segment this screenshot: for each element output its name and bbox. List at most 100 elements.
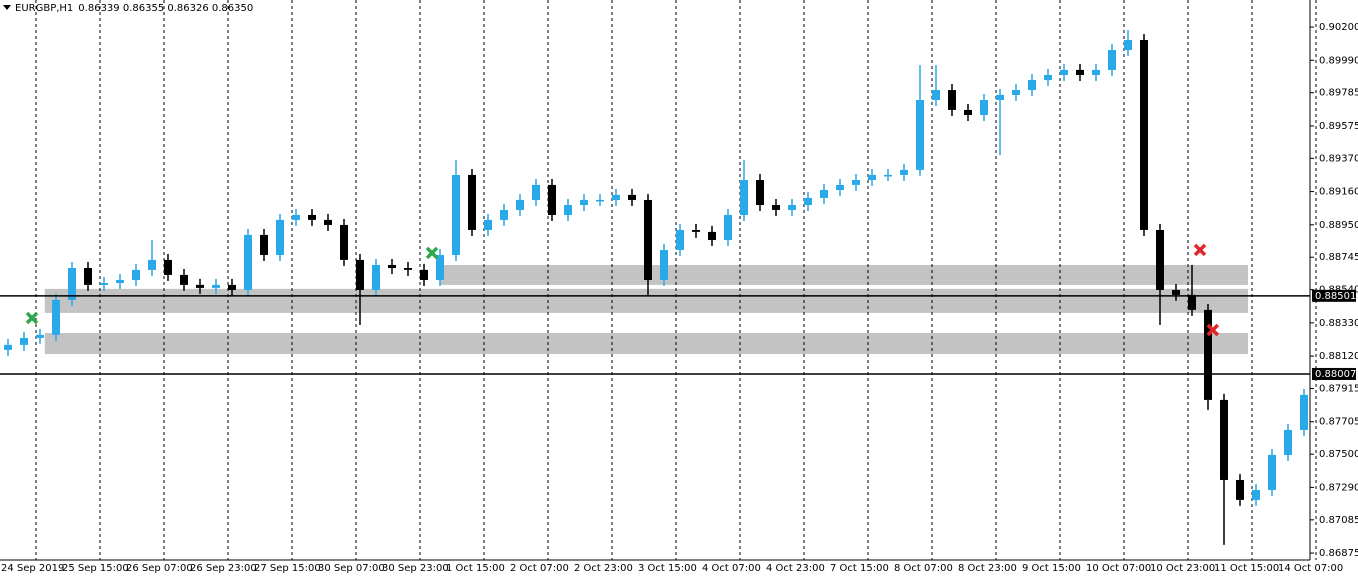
candle-body: [1124, 40, 1132, 50]
candle-body: [532, 184, 540, 200]
candle-body: [468, 174, 476, 231]
x-tick-label: 4 Oct 07:00: [702, 563, 761, 574]
y-tick-label: 0.89370: [1319, 153, 1358, 164]
ohlc-readout: 0.86339 0.86355 0.86326 0.86350: [78, 3, 253, 14]
candle-body: [1284, 429, 1292, 455]
y-tick-label: 0.87705: [1319, 417, 1358, 428]
x-tick-label: 11 Oct 15:00: [1214, 563, 1279, 574]
x-tick-label: 3 Oct 15:00: [638, 563, 697, 574]
x-tick-label: 2 Oct 07:00: [510, 563, 569, 574]
candle-body: [452, 174, 460, 256]
candle-body: [244, 234, 252, 290]
x-tick-label: 4 Oct 23:00: [766, 563, 825, 574]
y-tick-label: 0.88745: [1319, 252, 1358, 263]
x-tick-label: 8 Oct 23:00: [958, 563, 1017, 574]
price-label: 0.88007: [1315, 369, 1356, 380]
candle-body: [1236, 479, 1244, 500]
candle-body: [1156, 230, 1164, 290]
y-tick-label: 0.87085: [1319, 515, 1358, 526]
y-tick-label: 0.87915: [1319, 384, 1358, 395]
price-label: 0.88501: [1315, 291, 1356, 302]
candle-body: [116, 280, 124, 284]
candle-body: [1204, 309, 1212, 400]
candle-body: [484, 219, 492, 231]
candle-body: [756, 180, 764, 206]
candle-body: [980, 99, 988, 116]
candle-body: [516, 199, 524, 210]
candle-body: [404, 267, 412, 270]
cross-marker: [25, 311, 39, 325]
candle-body: [1172, 289, 1180, 295]
x-tick-label: 24 Sep 2019: [1, 563, 64, 574]
candle-body: [724, 214, 732, 240]
candle-body: [1268, 454, 1276, 490]
candle-body: [260, 234, 268, 256]
x-tick-label: 2 Oct 23:00: [574, 563, 633, 574]
candle-body: [1076, 69, 1084, 75]
candle-body: [660, 249, 668, 280]
candle-body: [644, 199, 652, 280]
candle-body: [1028, 80, 1036, 91]
x-tick-label: 10 Oct 07:00: [1086, 563, 1151, 574]
y-tick-label: 0.90200: [1319, 22, 1358, 33]
candle-body: [884, 174, 892, 177]
y-tick-label: 0.88120: [1319, 351, 1358, 362]
x-tick-label: 14 Oct 07:00: [1278, 563, 1343, 574]
candle-body: [308, 214, 316, 220]
candle-body: [1060, 69, 1068, 75]
candle-body: [676, 230, 684, 250]
candle-body: [1220, 399, 1228, 480]
candle-body: [1092, 69, 1100, 75]
y-tick-label: 0.88950: [1319, 220, 1358, 231]
menu-arrow: [3, 5, 11, 10]
candle-body: [1252, 489, 1260, 500]
candle-body: [836, 184, 844, 190]
y-tick-label: 0.89575: [1319, 121, 1358, 132]
price-label-box: [1312, 367, 1356, 380]
x-tick-label: 10 Oct 23:00: [1150, 563, 1215, 574]
candle-body: [372, 264, 380, 290]
cross-marker: [1206, 323, 1220, 337]
candle-body: [1140, 40, 1148, 231]
candle-body: [292, 214, 300, 220]
x-tick-label: 8 Oct 07:00: [894, 563, 953, 574]
candle-body: [324, 219, 332, 225]
candle-body: [228, 284, 236, 290]
candle-body: [788, 205, 796, 210]
candle-body: [420, 269, 428, 280]
price-zone: [44, 288, 1248, 313]
candle-body: [1108, 49, 1116, 70]
x-tick-label: 27 Sep 15:00: [254, 563, 321, 574]
candle-body: [932, 90, 940, 100]
candle-body: [916, 99, 924, 170]
x-tick-label: 7 Oct 15:00: [830, 563, 889, 574]
y-tick-label: 0.89990: [1319, 55, 1358, 66]
x-tick-label: 26 Sep 07:00: [126, 563, 193, 574]
candle-body: [804, 197, 812, 206]
candle-body: [612, 194, 620, 200]
price-label-box: [1312, 289, 1356, 302]
candle-body: [436, 255, 444, 280]
x-tick-label: 25 Sep 15:00: [62, 563, 129, 574]
candle-body: [740, 180, 748, 215]
candle-body: [20, 337, 28, 345]
candle-body: [772, 205, 780, 210]
candle-body: [1012, 90, 1020, 95]
overlays: 0.88501 0.88007: [0, 0, 1356, 561]
candle-body: [276, 219, 284, 256]
candle-body: [52, 299, 60, 335]
y-tick-label: 0.87290: [1319, 482, 1358, 493]
candle-body: [4, 344, 12, 350]
candle-body: [564, 205, 572, 215]
zones: [44, 264, 1248, 355]
candle-body: [964, 109, 972, 116]
x-tick-label: 1 Oct 15:00: [446, 563, 505, 574]
x-tick-label: 26 Sep 23:00: [190, 563, 257, 574]
candle-body: [500, 209, 508, 220]
chart-header: EURGBP,H1 0.86339 0.86355 0.86326 0.86350: [15, 3, 253, 14]
y-tick-label: 0.88330: [1319, 318, 1358, 329]
candle-body: [164, 259, 172, 275]
candle-body: [340, 224, 348, 260]
y-tick-label: 0.89785: [1319, 88, 1358, 99]
